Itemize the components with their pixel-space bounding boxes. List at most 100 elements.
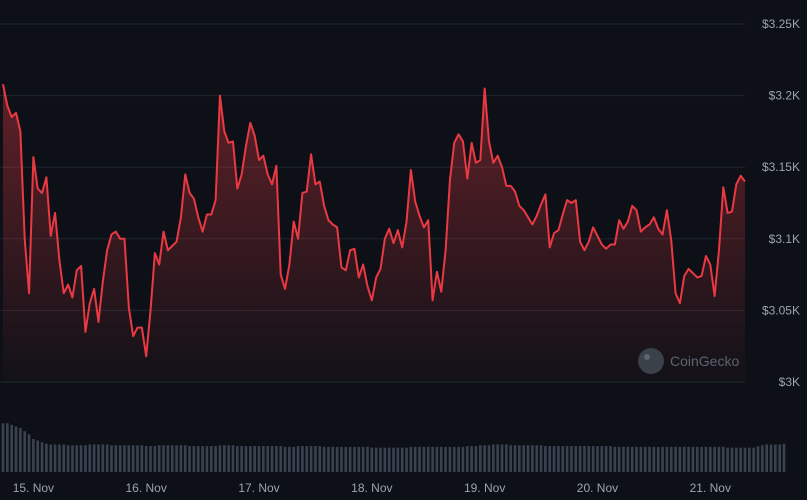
volume-bar: [743, 447, 747, 472]
volume-bar: [305, 446, 309, 472]
volume-bar: [765, 444, 768, 472]
volume-bars: [1, 423, 786, 472]
volume-bar: [682, 446, 686, 472]
volume-bar: [179, 445, 183, 472]
volume-bar: [752, 447, 755, 472]
volume-bar: [227, 445, 230, 472]
price-series: [2, 83, 746, 358]
volume-bar: [192, 446, 196, 472]
volume-bar: [283, 446, 287, 472]
price-area-fill: [3, 84, 745, 382]
volume-bar: [426, 446, 430, 472]
volume-bar: [735, 447, 738, 472]
volume-bar: [244, 446, 248, 472]
volume-bar: [23, 431, 26, 472]
volume-bar: [656, 446, 660, 472]
volume-bar: [162, 445, 165, 472]
volume-bar: [32, 439, 35, 472]
volume-bar: [140, 445, 144, 472]
volume-bar: [544, 446, 547, 472]
volume-bar: [205, 446, 209, 472]
volume-bar: [583, 446, 586, 472]
volume-bar: [75, 445, 79, 472]
volume-bar: [526, 445, 530, 472]
volume-bar: [769, 444, 773, 472]
volume-bar: [149, 446, 152, 472]
volume-bar: [201, 446, 204, 472]
volume-bar: [166, 445, 170, 472]
volume-bar: [448, 446, 452, 472]
volume-bar: [413, 446, 417, 472]
volume-bar: [509, 445, 512, 472]
volume-bar: [617, 446, 621, 472]
coingecko-logo-icon: [638, 348, 664, 374]
volume-bar: [340, 446, 343, 472]
volume-bar: [500, 444, 504, 472]
volume-bar: [622, 446, 625, 472]
volume-bar: [101, 444, 105, 472]
volume-bar: [314, 446, 317, 472]
volume-bar: [6, 423, 9, 472]
volume-bar: [578, 446, 582, 472]
volume-bar: [409, 446, 413, 472]
coingecko-watermark: CoinGecko: [638, 348, 739, 374]
volume-bar: [153, 446, 157, 472]
x-tick-label: 15. Nov: [13, 481, 54, 495]
volume-bar: [296, 446, 300, 472]
volume-bar: [236, 446, 239, 472]
volume-bar: [483, 445, 486, 472]
volume-bar: [405, 447, 408, 472]
volume-bar: [591, 446, 595, 472]
y-tick-label: $3.25K: [762, 17, 800, 31]
volume-bar: [713, 446, 716, 472]
volume-bar: [370, 447, 374, 472]
volume-bar: [700, 446, 703, 472]
volume-bar: [357, 446, 361, 472]
volume-bar: [678, 446, 682, 472]
volume-bar: [231, 445, 235, 472]
volume-bar: [275, 446, 278, 472]
coingecko-logo-eye: [644, 354, 650, 360]
volume-bar: [535, 445, 539, 472]
volume-bar: [761, 445, 764, 472]
volume-bar: [62, 444, 66, 472]
volume-bar: [539, 445, 543, 472]
volume-bar: [600, 446, 604, 472]
volume-bar: [19, 428, 22, 472]
price-line: [2, 83, 746, 358]
volume-bar: [400, 447, 404, 472]
volume-bar: [66, 445, 70, 472]
volume-bar: [439, 446, 443, 472]
volume-bar: [552, 446, 556, 472]
volume-bar: [257, 446, 261, 472]
price-area: [3, 84, 745, 382]
volume-bar: [661, 446, 664, 472]
volume-bar: [88, 444, 92, 472]
volume-bar: [626, 446, 630, 472]
volume-bar: [630, 446, 634, 472]
volume-bar: [253, 446, 256, 472]
volume-bar: [782, 443, 786, 472]
volume-bar: [170, 445, 174, 472]
volume-bar: [331, 446, 335, 472]
volume-bar: [695, 446, 699, 472]
x-tick-label: 21. Nov: [690, 481, 731, 495]
volume-bar: [739, 447, 742, 472]
volume-bar: [687, 446, 690, 472]
volume-bar: [643, 446, 647, 472]
volume-bar: [218, 445, 222, 472]
volume-bar: [722, 446, 725, 472]
volume-bar: [309, 446, 313, 472]
volume-bar: [10, 424, 13, 472]
volume-bar: [748, 447, 751, 472]
volume-bar: [479, 445, 482, 472]
volume-bar: [470, 446, 473, 472]
volume-bar: [613, 446, 617, 472]
volume-bar: [27, 434, 31, 472]
volume-bar: [223, 445, 226, 472]
volume-bar: [531, 445, 534, 472]
volume-bar: [175, 445, 178, 472]
volume-bar: [353, 446, 356, 472]
volume-bar: [270, 446, 274, 472]
